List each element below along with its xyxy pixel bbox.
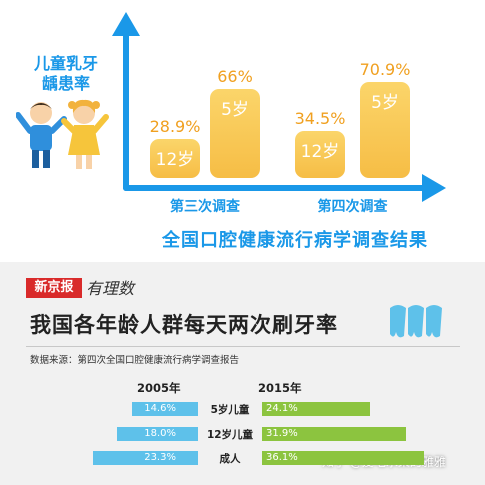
group-label: 第四次调查 — [317, 199, 388, 215]
bar-value-label: 66% — [217, 66, 253, 86]
data-source: 数据来源：第四次全国口腔健康流行病学调查报告 — [30, 355, 240, 366]
bar-value-label: 31.9% — [266, 428, 298, 439]
bar-第三次调查-12岁: 12岁 — [150, 138, 200, 178]
row-label: 5岁儿童 — [210, 404, 250, 416]
axis-arrows — [112, 12, 446, 202]
bar-value-label: 18.0% — [144, 428, 176, 439]
bar-value-label: 70.9% — [359, 60, 411, 79]
bar-2005: 23.3% — [93, 451, 198, 465]
survey-results-title: 全国口腔健康流行病学调查结果 — [162, 230, 428, 251]
bar-2015: 36.1% — [262, 451, 425, 465]
divider — [26, 346, 460, 347]
bar-age-label: 5岁 — [221, 99, 249, 120]
bar-2005: 18.0% — [117, 427, 198, 441]
row-label: 成人 — [219, 453, 241, 465]
bar-age-label: 12岁 — [300, 142, 340, 163]
bar-value-label: 36.1% — [266, 452, 298, 463]
chart-title: 我国各年龄人群每天两次刷牙率 — [30, 313, 338, 337]
kids-title: 儿童乳牙 龋患率 — [33, 54, 98, 93]
column-header-2015: 2015年 — [258, 381, 302, 395]
teeth-icon — [390, 305, 442, 338]
bar-age-label: 12岁 — [155, 149, 195, 170]
bar-value-label: 23.3% — [144, 452, 176, 463]
bar-第四次调查-12岁: 12岁 — [295, 131, 345, 178]
group-label: 第三次调查 — [170, 199, 240, 215]
column-header-2005: 2005年 — [137, 381, 181, 395]
children-illustration — [16, 99, 109, 169]
bar-value-label: 28.9% — [149, 116, 201, 136]
bottom-panel: 新京报 有理数 我国各年龄人群每天两次刷牙率 数据来源：第四次全国口腔健康流行病… — [0, 262, 485, 485]
brand-subtitle: 有理数 — [86, 279, 135, 298]
bar-value-label: 14.6% — [144, 403, 176, 414]
bar-第三次调查-5岁: 5岁 — [210, 88, 260, 178]
bar-2015: 24.1% — [262, 402, 371, 416]
bar-2015: 31.9% — [262, 427, 406, 441]
top-panel: 儿童乳牙 龋患率 全国口腔健康流行病学调查结果 12岁 28.9% 5岁 66% 12岁… — [16, 12, 446, 251]
bar-age-label: 5岁 — [371, 93, 399, 113]
bar-value-label: 24.1% — [266, 403, 298, 414]
bar-2005: 14.6% — [132, 402, 198, 416]
row-label: 12岁儿童 — [206, 429, 254, 441]
brand-logo: 新京报 — [26, 278, 82, 298]
bar-第四次调查-5岁: 5岁 — [360, 82, 410, 178]
bar-value-label: 34.5% — [294, 109, 346, 129]
